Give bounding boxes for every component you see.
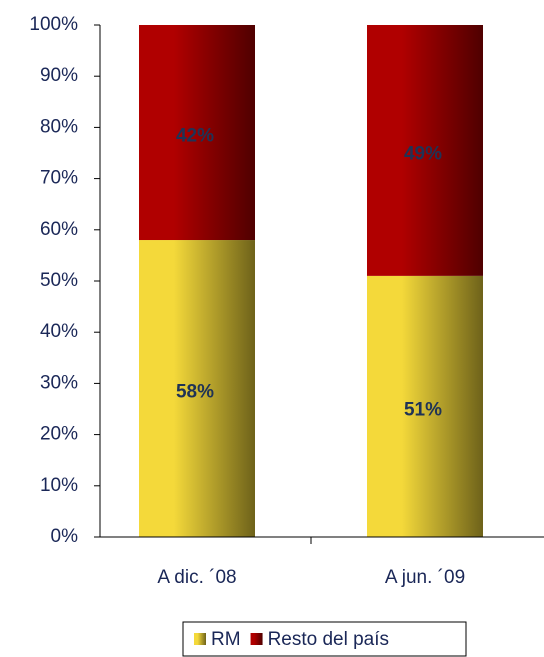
y-tick-label: 70% <box>40 168 78 189</box>
x-tick-label: A dic. ´08 <box>157 567 236 588</box>
y-tick-label: 50% <box>40 270 78 291</box>
y-tick-label: 20% <box>40 424 78 445</box>
bar-segment <box>139 240 255 538</box>
data-label: 51% <box>404 399 442 420</box>
data-label: 49% <box>404 143 442 164</box>
y-tick-label: 80% <box>40 116 78 137</box>
y-tick-label: 90% <box>40 65 78 86</box>
data-label: 42% <box>176 126 214 147</box>
y-tick-label: 60% <box>40 219 78 240</box>
legend-swatch <box>250 633 263 645</box>
legend-label: RM <box>211 629 241 650</box>
y-tick-label: 10% <box>40 475 78 496</box>
bar-segment <box>367 275 483 537</box>
legend-label: Resto del país <box>268 629 389 650</box>
legend-swatch <box>194 633 206 645</box>
y-tick-label: 0% <box>51 526 79 547</box>
bar-segment <box>139 25 255 241</box>
y-tick-label: 30% <box>40 372 78 393</box>
bar-segment <box>367 25 483 276</box>
y-tick-label: 40% <box>40 321 78 342</box>
y-tick-label: 100% <box>29 14 78 35</box>
data-label: 58% <box>176 382 214 403</box>
legend-box <box>182 621 467 657</box>
x-tick-label: A jun. ´09 <box>385 567 465 588</box>
